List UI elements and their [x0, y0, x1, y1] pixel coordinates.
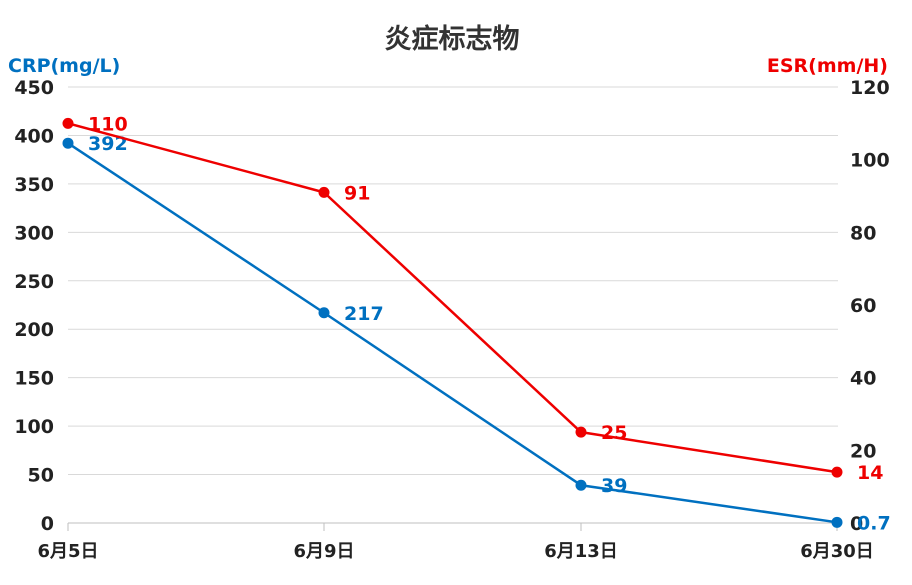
esr-line	[67, 122, 838, 474]
left-tick-label: 200	[14, 319, 54, 341]
x-axis-ticks: 6月5日 6月9日 6月13日 6月30日	[37, 523, 874, 562]
right-tick-label: 60	[850, 295, 876, 317]
series-layer: 392 217 39 0.7 110 91 25 14	[62, 113, 891, 534]
x-tick-label: 6月9日	[293, 541, 354, 562]
left-tick-label: 350	[14, 174, 54, 196]
crp-line	[67, 142, 838, 524]
esr-series: 110 91 25 14	[62, 113, 883, 484]
right-tick-label: 120	[850, 77, 890, 99]
right-tick-label: 0	[850, 513, 863, 535]
esr-point	[318, 186, 330, 198]
crp-series: 392 217 39 0.7	[62, 133, 891, 534]
right-axis-title: ESR(mm/H)	[767, 55, 888, 77]
left-tick-label: 250	[14, 271, 54, 293]
gridlines	[68, 86, 838, 524]
left-tick-label: 50	[28, 465, 54, 487]
crp-point	[62, 137, 74, 149]
right-axis-ticks: 0 20 40 60 80 100 120	[850, 77, 890, 535]
chart-title: 炎症标志物	[385, 24, 520, 55]
crp-point	[575, 479, 587, 491]
esr-point	[62, 117, 74, 129]
left-tick-label: 150	[14, 368, 54, 390]
esr-data-label: 14	[857, 462, 883, 484]
left-tick-label: 400	[14, 125, 54, 147]
crp-point	[831, 516, 843, 528]
crp-point	[318, 307, 330, 319]
crp-data-label: 392	[88, 133, 128, 155]
right-tick-label: 20	[850, 440, 876, 462]
left-axis-ticks: 0 50 100 150 200 250 300 350 400 450	[14, 77, 54, 535]
left-tick-label: 300	[14, 222, 54, 244]
esr-data-label: 25	[601, 422, 627, 444]
x-tick-label: 6月13日	[544, 541, 618, 562]
x-tick-label: 6月5日	[37, 541, 98, 562]
right-tick-label: 40	[850, 368, 876, 390]
right-tick-label: 80	[850, 222, 876, 244]
left-axis-title: CRP(mg/L)	[8, 55, 120, 77]
crp-data-label: 39	[601, 475, 627, 497]
esr-point	[575, 426, 587, 438]
x-tick-label: 6月30日	[800, 541, 874, 562]
left-tick-label: 0	[41, 513, 54, 535]
left-tick-label: 100	[14, 416, 54, 438]
right-tick-label: 100	[850, 150, 890, 172]
esr-data-label: 110	[88, 113, 128, 135]
crp-data-label: 217	[344, 303, 384, 325]
esr-data-label: 91	[344, 182, 370, 204]
crp-data-label: 0.7	[857, 512, 891, 534]
esr-point	[831, 466, 843, 478]
left-tick-label: 450	[14, 77, 54, 99]
